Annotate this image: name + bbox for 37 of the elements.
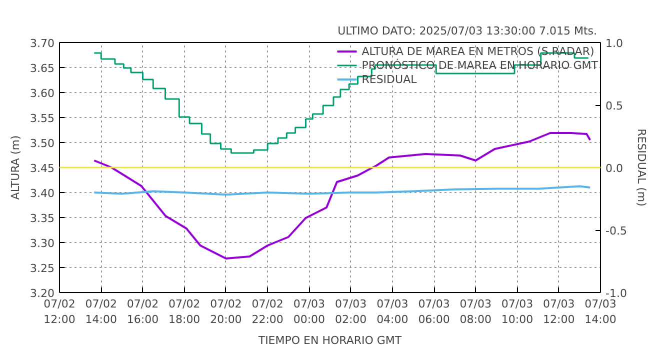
y2-tick-label: -0.5 [606, 224, 627, 238]
y-tick-label: 3.20 [30, 287, 55, 300]
y2-tick-label: 0.5 [606, 100, 623, 112]
x-tick-label: 07/03 00:00 [293, 298, 326, 326]
y-tick-label: 3.60 [30, 87, 55, 100]
y2-axis-title: RESIDUAL (m) [634, 128, 648, 206]
x-tick-label: 07/02 22:00 [252, 298, 284, 326]
x-tick-label: 07/03 12:00 [543, 298, 575, 326]
y2-tick-label: -1.0 [606, 287, 627, 300]
x-tick-label: 07/02 20:00 [210, 298, 242, 326]
y-tick-label: 3.30 [30, 237, 55, 250]
y-axis-title: ALTURA (m) [9, 135, 22, 200]
x-tick-label: 07/02 12:00 [44, 298, 76, 326]
legend-label: RESIDUAL [362, 72, 417, 86]
x-tick-label: 07/03 14:00 [584, 298, 616, 326]
y-tick-label: 3.25 [30, 262, 55, 275]
x-tick-label: 07/02 18:00 [168, 298, 200, 326]
y-tick-label: 3.55 [30, 112, 55, 125]
y-tick-label: 3.35 [30, 212, 55, 225]
y-tick-label: 3.65 [30, 62, 55, 75]
y-tick-label: 3.45 [30, 162, 55, 175]
y2-tick-label: 1.0 [606, 37, 623, 50]
x-tick-label: 07/02 14:00 [85, 298, 117, 326]
x-tick-label: 07/03 10:00 [501, 298, 534, 326]
y-tick-label: 3.50 [30, 137, 55, 150]
x-tick-label: 07/02 16:00 [126, 298, 159, 326]
line-series [93, 185, 592, 196]
x-tick-label: 07/03 06:00 [418, 298, 450, 326]
x-tick-label: 07/03 02:00 [334, 298, 367, 326]
y-tick-label: 3.70 [30, 37, 55, 50]
y-tick-label: 3.40 [30, 187, 55, 200]
x-tick-label: 07/03 04:00 [376, 298, 408, 326]
x-tick-label: 07/03 08:00 [460, 298, 492, 326]
line-series [93, 132, 592, 260]
x-axis-title: TIEMPO EN HORARIO GMT [257, 334, 402, 348]
y2-tick-label: 0.0 [606, 162, 623, 175]
chart-title: ULTIMO DATO: 2025/07/03 13:30:00 7.015 Mts. [338, 24, 598, 38]
